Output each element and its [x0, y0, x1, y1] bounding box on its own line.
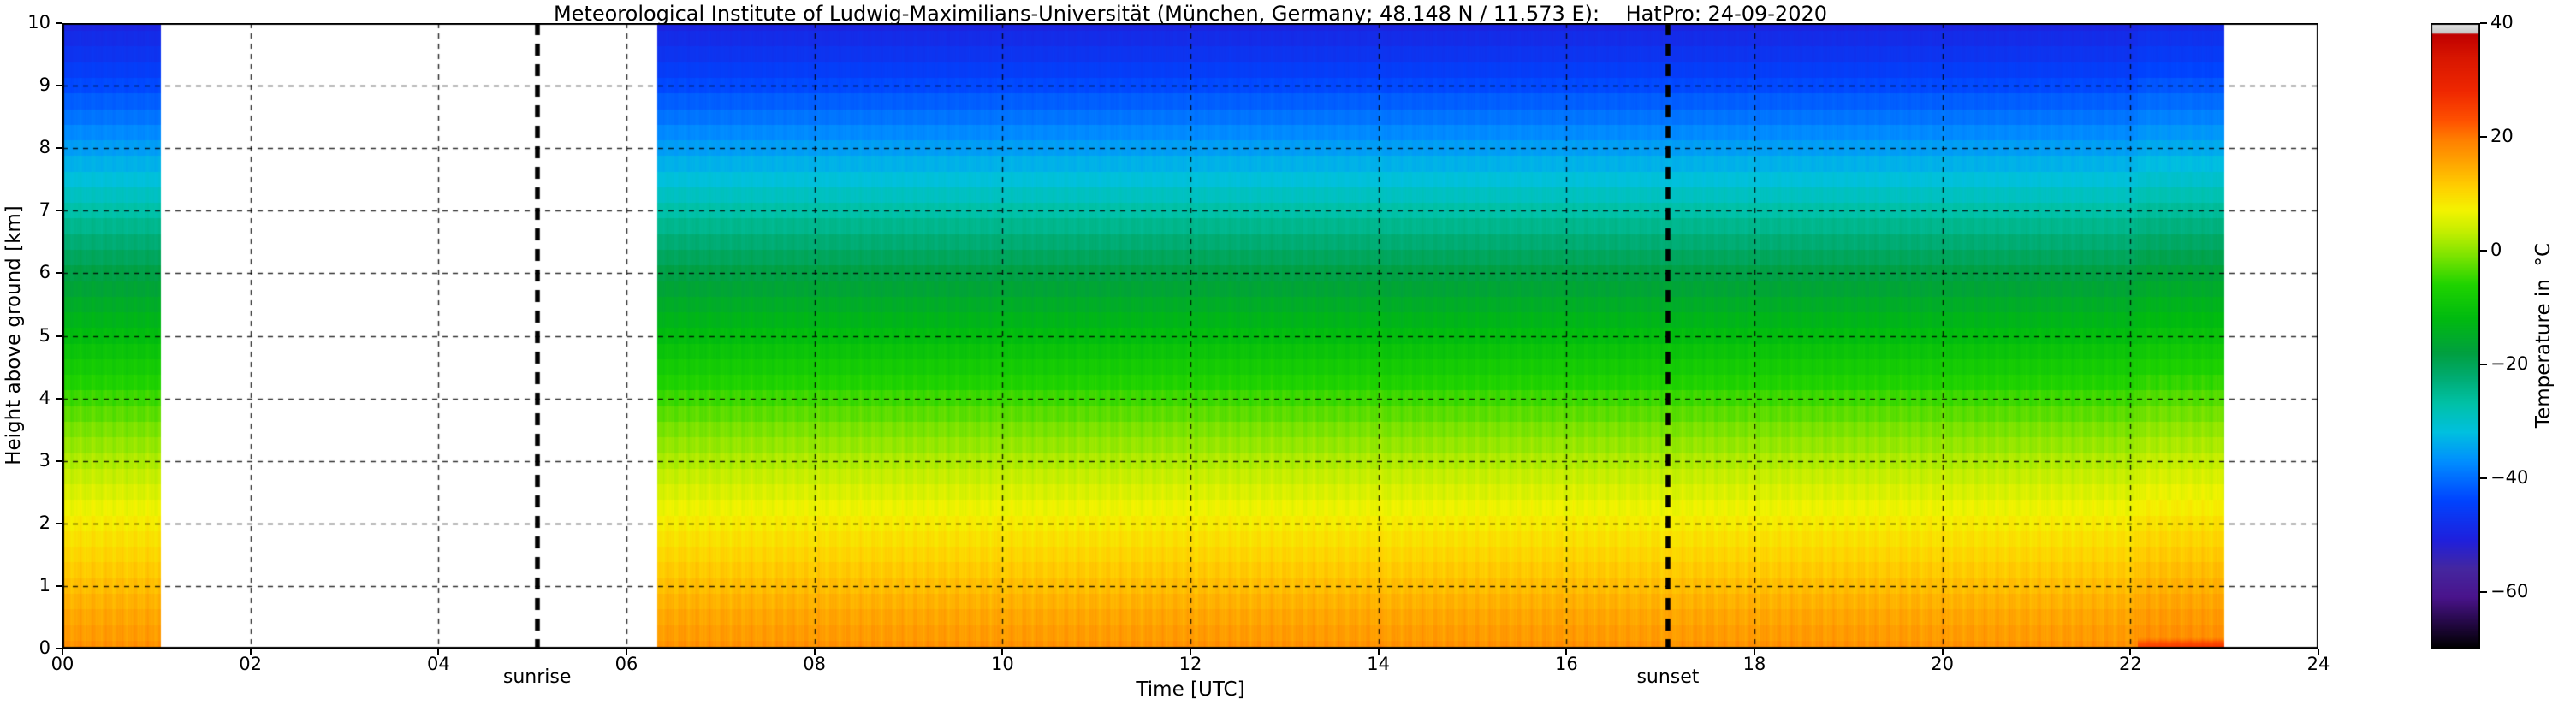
x-tick-mark [626, 649, 627, 655]
x-tick-label: 08 [803, 654, 827, 674]
colorbar-tick-mark [2480, 477, 2487, 479]
y-tick-label: 10 [27, 12, 50, 33]
y-tick-mark [56, 85, 62, 87]
x-tick-mark [437, 649, 440, 655]
x-tick-label: 00 [50, 654, 74, 674]
colorbar-tick-label: −40 [2490, 466, 2529, 488]
colorbar-tick-label: −20 [2490, 352, 2529, 374]
x-tick-label: 22 [2118, 654, 2142, 674]
colorbar-label: Temperature in °C [2532, 242, 2555, 429]
x-tick-label: 16 [1554, 654, 1578, 674]
y-tick-label: 7 [39, 199, 50, 221]
y-tick-mark [56, 648, 62, 649]
x-tick-mark [813, 649, 816, 655]
y-tick-label: 2 [39, 512, 50, 533]
x-tick-mark [2318, 649, 2319, 655]
x-tick-label: 02 [239, 654, 263, 674]
annotation-label-sunrise: sunrise [502, 666, 572, 688]
y-tick-label: 9 [39, 74, 50, 96]
y-tick-label: 5 [39, 324, 50, 346]
y-tick-mark [56, 397, 62, 400]
chart-title: Meteorological Institute of Ludwig-Maxim… [553, 2, 1828, 26]
colorbar-tick-mark [2480, 22, 2487, 24]
x-tick-mark [1190, 649, 1191, 655]
y-tick-label: 0 [39, 637, 50, 658]
y-tick-mark [56, 272, 62, 275]
y-tick-label: 8 [39, 137, 50, 158]
y-tick-mark [56, 459, 62, 462]
x-tick-mark [62, 649, 63, 655]
x-tick-mark [249, 649, 252, 655]
colorbar-tick-mark [2480, 363, 2487, 365]
x-tick-label: 18 [1742, 654, 1766, 674]
y-tick-mark [56, 335, 62, 337]
colorbar-tick-mark [2480, 249, 2487, 252]
y-tick-mark [56, 22, 62, 24]
y-tick-label: 3 [39, 449, 50, 471]
heatmap-canvas [62, 23, 2318, 649]
y-tick-mark [56, 522, 62, 524]
y-tick-mark [56, 210, 62, 212]
y-tick-label: 6 [39, 262, 50, 283]
colorbar-tick-label: −60 [2490, 580, 2529, 601]
x-tick-label: 10 [990, 654, 1014, 674]
colorbar-canvas [2431, 23, 2480, 649]
y-tick-mark [56, 584, 62, 587]
y-tick-mark [56, 147, 62, 150]
x-tick-mark [1377, 649, 1380, 655]
x-axis-label: Time [UTC] [1136, 678, 1245, 701]
x-tick-mark [1941, 649, 1944, 655]
x-tick-mark [2129, 649, 2132, 655]
x-tick-label: 24 [2306, 654, 2330, 674]
annotation-label-sunset: sunset [1636, 666, 1700, 688]
y-tick-label: 1 [39, 574, 50, 595]
y-tick-label: 4 [39, 387, 50, 408]
x-tick-label: 12 [1178, 654, 1202, 674]
x-tick-label: 06 [614, 654, 638, 674]
x-tick-label: 14 [1367, 654, 1391, 674]
x-tick-mark [1565, 649, 1568, 655]
colorbar-tick-label: 40 [2490, 12, 2514, 33]
x-tick-mark [1001, 649, 1004, 655]
colorbar-tick-label: 0 [2490, 239, 2502, 260]
colorbar-tick-mark [2480, 135, 2487, 138]
x-tick-label: 20 [1931, 654, 1955, 674]
colorbar-tick-label: 20 [2490, 125, 2514, 146]
x-tick-mark [1754, 649, 1755, 655]
colorbar-tick-mark [2480, 590, 2487, 593]
x-tick-label: 04 [426, 654, 450, 674]
